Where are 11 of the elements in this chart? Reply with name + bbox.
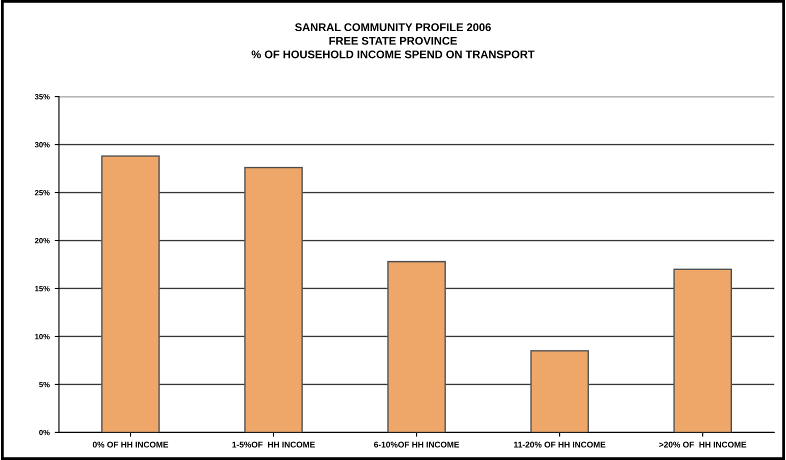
bar [101, 155, 160, 432]
x-tick-label: 0% OF HH INCOME [92, 442, 168, 448]
x-tick-label: 11-20% OF HH INCOME [514, 442, 606, 448]
bar [244, 166, 303, 432]
x-tick-label: 6-10%OF HH INCOME [374, 442, 460, 448]
bar [387, 260, 446, 432]
x-tick-label: >20% OF HH INCOME [659, 442, 746, 448]
chart-title: SANRAL COMMUNITY PROFILE 2006 FREE STATE PROVINCE % OF HOUSEHOLD INCOME SPEND ON TRANSPORT [252, 23, 535, 58]
x-tick-label: 1-5%OF HH INCOME [232, 442, 315, 448]
bar [673, 268, 732, 432]
bar [530, 350, 589, 432]
